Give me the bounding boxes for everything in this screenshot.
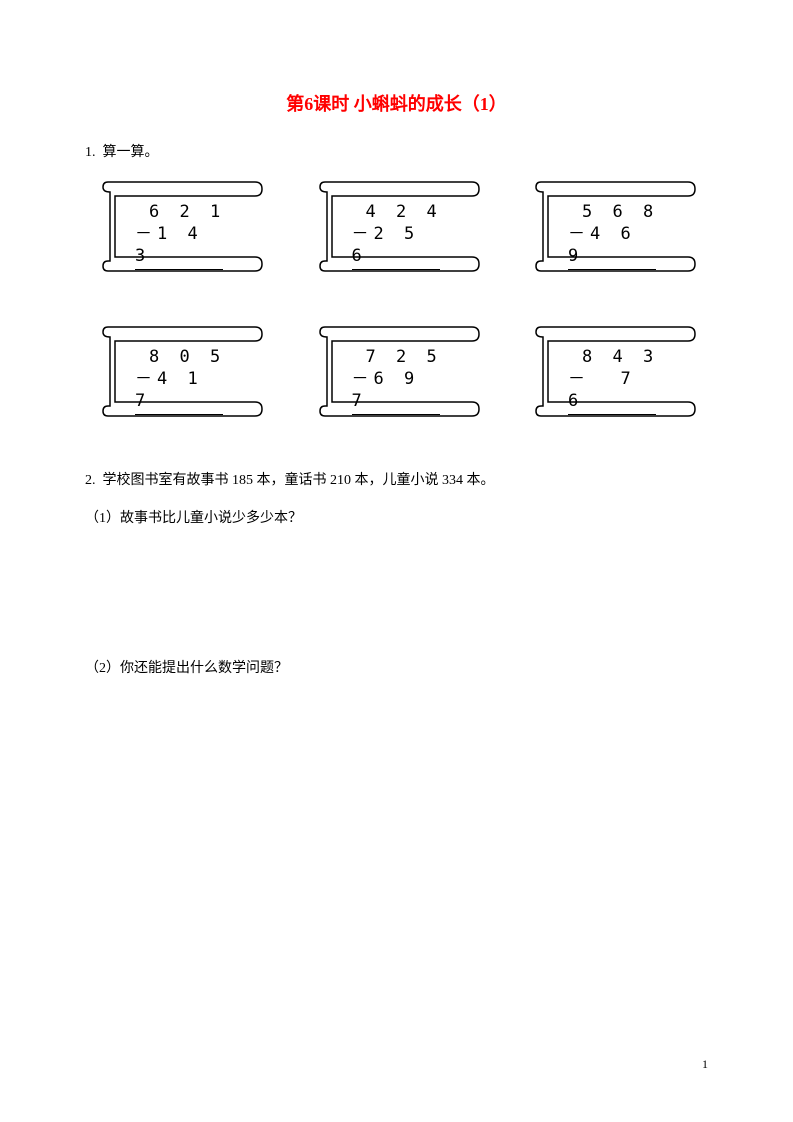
- page-title: 第6课时 小蝌蚪的成长（1）: [85, 90, 708, 116]
- minuend: 8 4 3: [568, 346, 658, 368]
- subtrahend: － 7 6: [568, 368, 656, 415]
- math-problem: 6 2 1 －1 4 3: [135, 201, 225, 270]
- math-problem: 7 2 5 －6 9 7: [352, 346, 442, 415]
- math-problem: 8 4 3 － 7 6: [568, 346, 658, 415]
- problem-box: 7 2 5 －6 9 7: [312, 324, 482, 419]
- subtrahend: －4 6 9: [568, 223, 656, 270]
- minuend: 8 0 5: [135, 346, 225, 368]
- page-number: 1: [702, 1057, 708, 1072]
- question-2-sub-1: （1）故事书比儿童小说少多少本？: [85, 507, 708, 527]
- math-problem: 4 2 4 －2 5 6: [352, 201, 442, 270]
- math-problem: 5 6 8 －4 6 9: [568, 201, 658, 270]
- subtrahend: －4 1 7: [135, 368, 223, 415]
- problem-box: 5 6 8 －4 6 9: [528, 179, 698, 274]
- math-problem: 8 0 5 －4 1 7: [135, 346, 225, 415]
- minuend: 5 6 8: [568, 201, 658, 223]
- problem-row-2: 8 0 5 －4 1 7 7 2 5 －6 9 7 8 4 3 － 7 6: [85, 324, 708, 419]
- problem-box: 4 2 4 －2 5 6: [312, 179, 482, 274]
- question-2-label: 2. 学校图书室有故事书 185 本，童话书 210 本，儿童小说 334 本。: [85, 469, 708, 489]
- minuend: 6 2 1: [135, 201, 225, 223]
- minuend: 7 2 5: [352, 346, 442, 368]
- subtrahend: －2 5 6: [352, 223, 440, 270]
- problem-row-1: 6 2 1 －1 4 3 4 2 4 －2 5 6 5 6 8 －4 6 9: [85, 179, 708, 274]
- subtrahend: －1 4 3: [135, 223, 223, 270]
- problem-box: 8 0 5 －4 1 7: [95, 324, 265, 419]
- question-1-label: 1. 算一算。: [85, 141, 708, 161]
- minuend: 4 2 4: [352, 201, 442, 223]
- problem-box: 8 4 3 － 7 6: [528, 324, 698, 419]
- subtrahend: －6 9 7: [352, 368, 440, 415]
- question-2-sub-2: （2）你还能提出什么数学问题？: [85, 657, 708, 677]
- problem-box: 6 2 1 －1 4 3: [95, 179, 265, 274]
